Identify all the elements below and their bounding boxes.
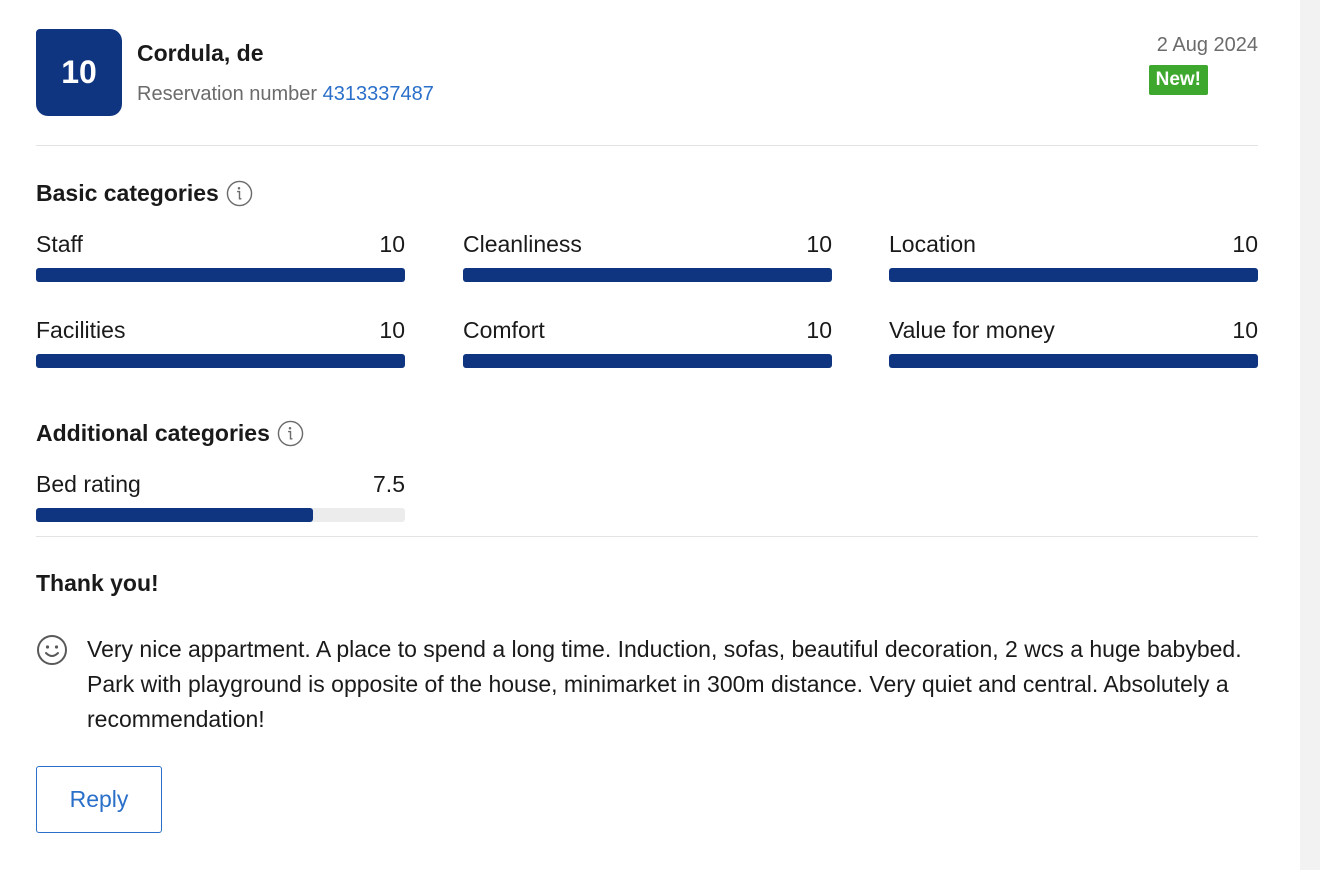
review-score-badge: 10: [36, 29, 122, 116]
new-badge: New!: [1148, 65, 1208, 95]
guest-name: Cordula, de: [137, 40, 264, 66]
info-icon[interactable]: [277, 420, 304, 447]
rating-bar-track: [889, 354, 1258, 368]
additional-categories-label: Additional categories: [36, 420, 270, 446]
review-title: Thank you!: [36, 570, 159, 596]
rating-bar-track: [889, 268, 1258, 282]
rating-value: 7.5: [373, 471, 405, 497]
reservation-line: Reservation number 4313337487: [137, 83, 434, 106]
rating-label: Staff: [36, 231, 83, 257]
rating-bar-track: [463, 354, 832, 368]
rating-bar-track: [36, 268, 405, 282]
reply-button[interactable]: Reply: [36, 766, 162, 833]
rating-value: 10: [806, 317, 832, 343]
rating-value: 10: [379, 231, 405, 257]
review-card: 10 Cordula, de Reservation number 431333…: [36, 0, 1258, 833]
rating-bar-fill: [36, 354, 405, 368]
rating-bar-fill: [889, 268, 1258, 282]
rating-value: 10: [1232, 317, 1258, 343]
rating-value: 10: [379, 317, 405, 343]
rating-label: Value for money: [889, 317, 1055, 343]
rating-bar-track: [463, 268, 832, 282]
rating-bar-fill: [36, 268, 405, 282]
basic-categories-title: Basic categories: [36, 180, 253, 207]
smiley-icon: [37, 635, 67, 665]
rating-label: Location: [889, 231, 976, 257]
info-icon[interactable]: [226, 180, 253, 207]
rating-bar-track: [36, 354, 405, 368]
basic-categories-label: Basic categories: [36, 180, 219, 206]
review-date: 2 Aug 2024: [1156, 34, 1258, 56]
rating-bar-fill: [36, 508, 313, 522]
rating-label: Bed rating: [36, 471, 141, 497]
rating-value: 10: [1232, 231, 1258, 257]
review-header: 10 Cordula, de Reservation number 431333…: [36, 0, 1258, 146]
rating-bar-fill: [889, 354, 1258, 368]
section-divider: [36, 536, 1258, 537]
rating-label: Comfort: [463, 317, 545, 343]
rating-bar-fill: [463, 268, 832, 282]
rating-bar-fill: [463, 354, 832, 368]
rating-label: Facilities: [36, 317, 126, 343]
rating-bar-track: [36, 508, 405, 522]
reservation-number-link[interactable]: 4313337487: [322, 83, 434, 105]
additional-categories-title: Additional categories: [36, 420, 304, 447]
scrollbar-track[interactable]: [1300, 0, 1320, 870]
rating-value: 10: [806, 231, 832, 257]
rating-label: Cleanliness: [463, 231, 582, 257]
reservation-label: Reservation number: [137, 83, 318, 105]
positive-review-text: Very nice appartment. A place to spend a…: [87, 636, 1242, 732]
